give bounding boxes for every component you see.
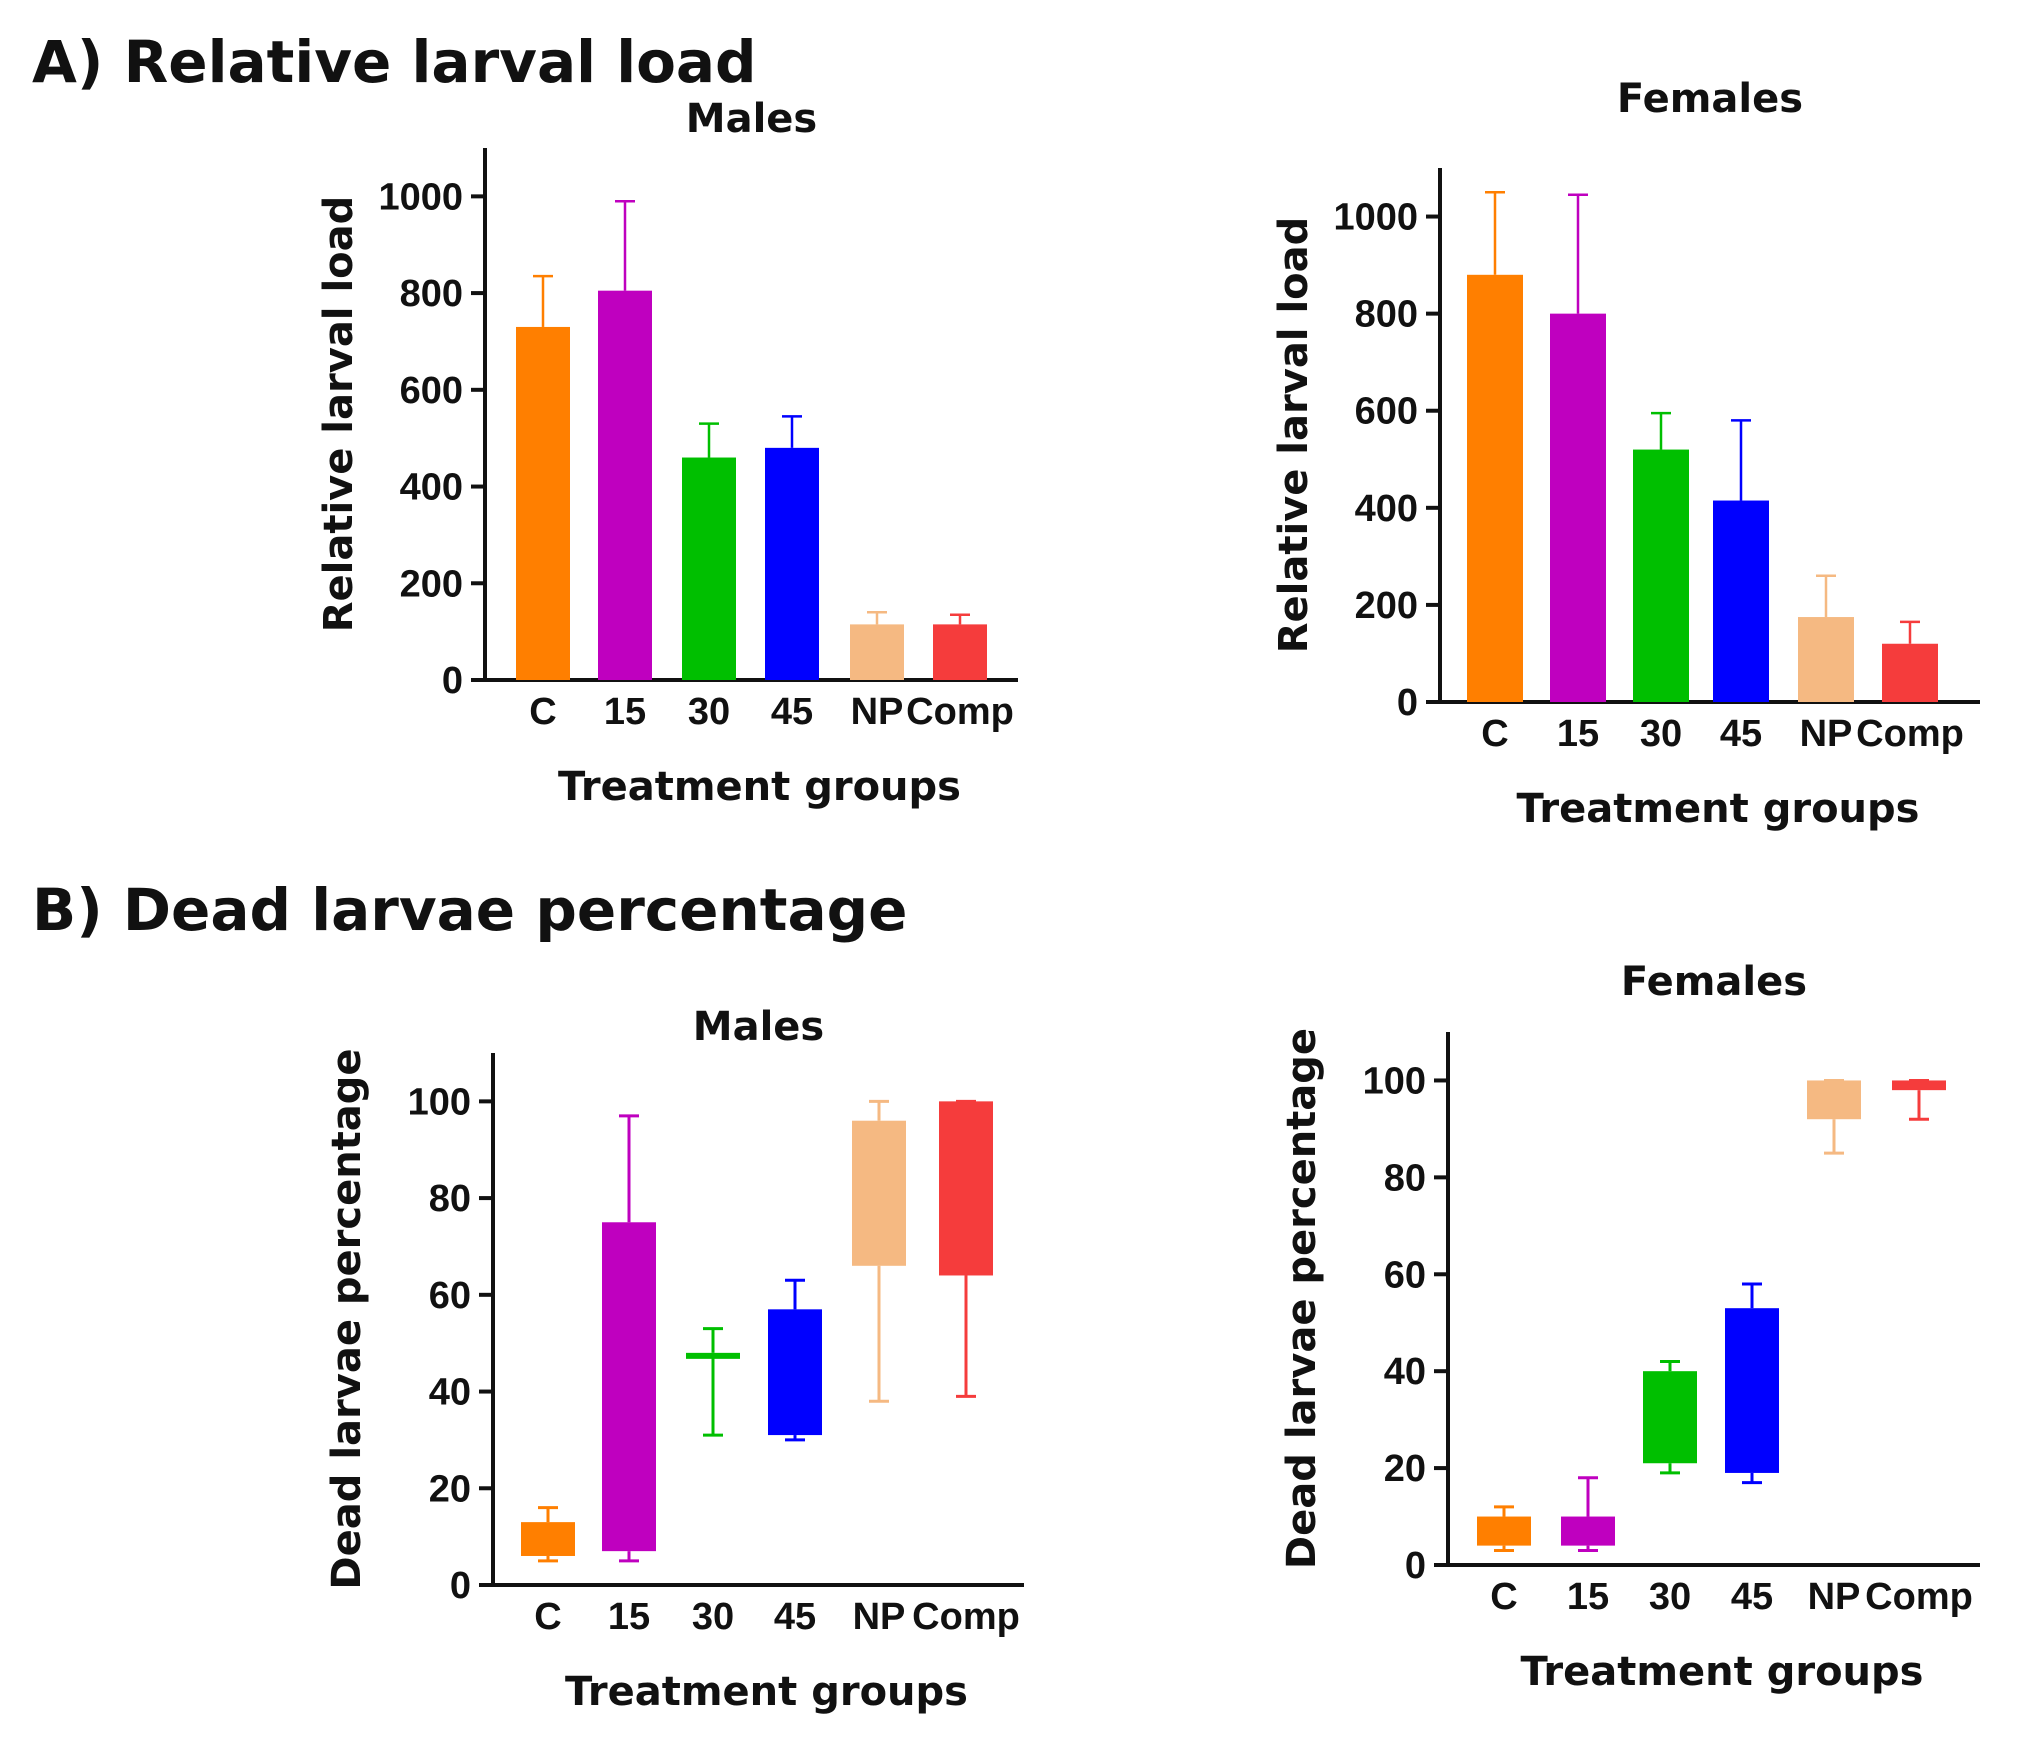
chart-a-females: Females 0 200 400 600 800 1000 Relative larval … [1271, 76, 1980, 832]
box-45 [1725, 1308, 1779, 1473]
y-tick-label: 0 [450, 1565, 471, 1607]
y-tick-label: 600 [1355, 391, 1418, 433]
x-tick-label: 15 [1557, 713, 1599, 755]
y-tick-label: 1000 [1333, 197, 1418, 239]
y-tick-label: 100 [1363, 1060, 1426, 1102]
y-tick-label: 40 [429, 1372, 471, 1414]
y-axis-label: Dead larvae percentage [324, 1048, 370, 1589]
chart-title: Females [1621, 959, 1807, 1005]
box-45 [768, 1309, 822, 1436]
y-tick-label: 80 [429, 1178, 471, 1220]
x-axis-label: Treatment groups [1517, 786, 1920, 832]
box-Comp [1892, 1080, 1946, 1091]
y-tick-label: 0 [1405, 1545, 1426, 1587]
x-tick-label: Comp [906, 691, 1014, 733]
box-15 [602, 1222, 656, 1552]
bar-NP [850, 624, 904, 680]
bar-C [1467, 274, 1523, 702]
x-tick-label: 30 [1649, 1576, 1691, 1618]
x-tick-label: C [1481, 713, 1508, 755]
box-Comp [939, 1101, 993, 1276]
box-C [521, 1522, 575, 1556]
bar-45 [765, 447, 819, 680]
y-tick-label: 80 [1384, 1157, 1426, 1199]
bar-15 [598, 290, 652, 680]
y-tick-label: 40 [1384, 1351, 1426, 1393]
chart-title: Males [686, 96, 817, 142]
bar-45 [1713, 500, 1769, 702]
x-tick-label: Comp [1865, 1576, 1973, 1618]
y-tick-label: 100 [408, 1081, 471, 1123]
x-tick-label: Comp [1856, 713, 1964, 755]
bar-C [516, 326, 570, 680]
y-tick-label: 60 [1384, 1254, 1426, 1296]
bar-15 [1550, 313, 1606, 702]
box-30 [686, 1352, 740, 1359]
x-axis-label: Treatment groups [558, 764, 961, 810]
bar-NP [1798, 617, 1854, 702]
x-tick-label: 45 [1731, 1576, 1773, 1618]
chart-b-females: Females 0 20 40 60 80 100 Dead larvae percentag… [1279, 959, 1980, 1695]
box-C [1477, 1516, 1531, 1546]
x-tick-label: 45 [771, 691, 813, 733]
x-tick-label: 45 [774, 1596, 816, 1638]
x-tick-label: 15 [1567, 1576, 1609, 1618]
x-tick-label: 30 [1640, 713, 1682, 755]
x-axis-label: Treatment groups [1521, 1649, 1924, 1695]
x-axis-label: Treatment groups [565, 1669, 968, 1715]
x-tick-label: 30 [692, 1596, 734, 1638]
y-axis-label: Dead larvae percentage [1279, 1028, 1325, 1569]
bar-Comp [1882, 643, 1938, 702]
bar-30 [1633, 449, 1689, 702]
x-tick-label: NP [853, 1596, 906, 1638]
x-tick-label: 45 [1720, 713, 1762, 755]
box-NP [852, 1120, 906, 1266]
x-tick-label: 15 [604, 691, 646, 733]
x-tick-label: C [534, 1596, 561, 1638]
section-b-title: B) Dead larvae percentage [32, 876, 908, 944]
bar-30 [682, 457, 736, 680]
y-tick-label: 60 [429, 1275, 471, 1317]
x-tick-label: 30 [688, 691, 730, 733]
chart-title: Males [693, 1004, 824, 1050]
y-tick-label: 20 [1384, 1448, 1426, 1490]
chart-a-males: Males 0 200 400 600 800 1000 Relative larval lo… [316, 96, 1018, 810]
x-tick-label: C [1490, 1576, 1517, 1618]
x-tick-label: NP [1808, 1576, 1861, 1618]
section-a-title: A) Relative larval load [32, 28, 757, 96]
box-30 [1643, 1371, 1697, 1464]
chart-b-males: Males 0 20 40 60 80 100 Dead larvae percentage C… [324, 1004, 1024, 1715]
y-tick-label: 0 [1397, 682, 1418, 724]
y-tick-label: 600 [400, 370, 463, 412]
y-tick-label: 800 [400, 273, 463, 315]
y-tick-label: 800 [1355, 294, 1418, 336]
y-tick-label: 0 [442, 660, 463, 702]
x-tick-label: NP [851, 691, 904, 733]
y-axis-label: Relative larval load [316, 196, 362, 633]
chart-title: Females [1617, 76, 1803, 122]
y-tick-label: 200 [1355, 585, 1418, 627]
y-tick-label: 400 [400, 467, 463, 509]
x-tick-label: 15 [608, 1596, 650, 1638]
x-tick-label: C [529, 691, 556, 733]
bar-Comp [933, 624, 987, 680]
y-tick-label: 200 [400, 563, 463, 605]
box-15 [1561, 1516, 1615, 1546]
y-tick-label: 400 [1355, 488, 1418, 530]
y-tick-label: 1000 [378, 176, 463, 218]
y-axis-label: Relative larval load [1271, 217, 1317, 654]
x-tick-label: NP [1800, 713, 1853, 755]
box-NP [1807, 1080, 1861, 1120]
y-tick-label: 20 [429, 1468, 471, 1510]
x-tick-label: Comp [912, 1596, 1020, 1638]
